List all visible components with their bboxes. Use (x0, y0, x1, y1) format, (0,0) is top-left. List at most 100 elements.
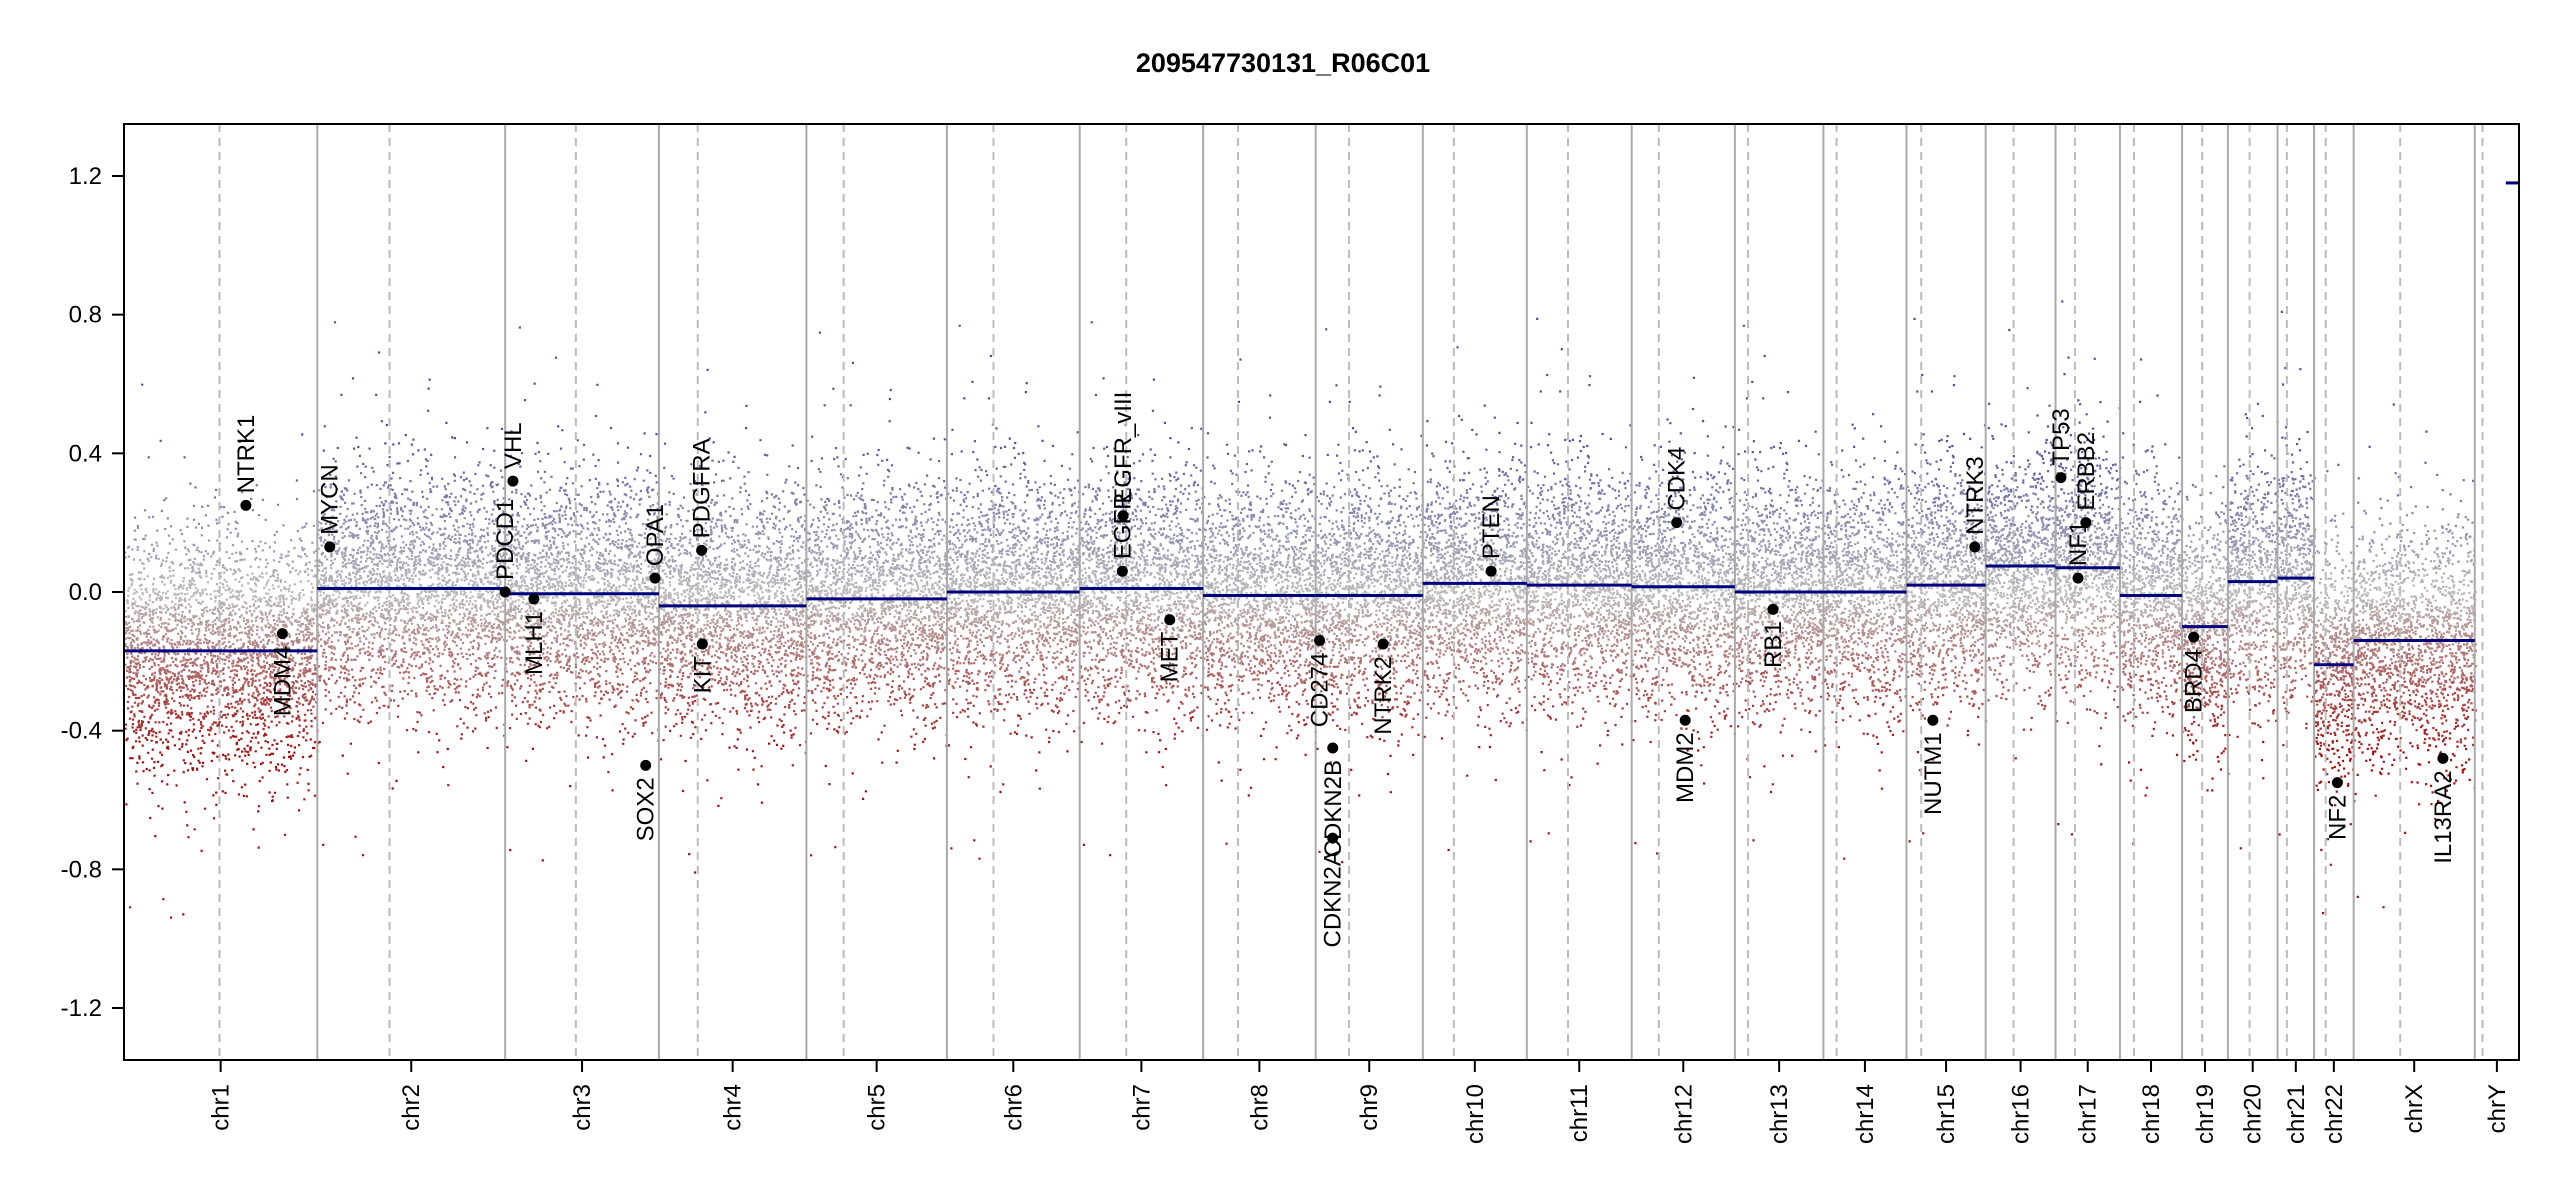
probe-point-group (137, 611, 2475, 615)
gene-label: SOX2 (633, 777, 660, 841)
chromosome-label: chr17 (2075, 1084, 2102, 1144)
probe-point-group (213, 495, 2300, 499)
gene-point (1767, 603, 1779, 615)
probe-point-group (342, 493, 2399, 498)
chromosome-label: chr2 (398, 1084, 425, 1131)
y-tick-label: 0.8 (69, 302, 102, 329)
gene-point (2437, 752, 2449, 764)
probe-point-group (127, 614, 2462, 618)
probe-point-group (129, 578, 2476, 582)
gene-point (1671, 517, 1683, 529)
gene-point (1485, 565, 1497, 577)
gene-label: VHL (500, 422, 527, 469)
probe-point-group (133, 537, 2468, 541)
probe-point-group (132, 592, 2464, 596)
probe-point-group (127, 687, 2475, 691)
probe-point-group (127, 554, 2470, 559)
probe-point-group (280, 553, 2455, 557)
probe-point-group (196, 589, 2447, 592)
probe-point-group (131, 718, 2477, 722)
probe-point-group (131, 603, 2476, 607)
probe-point-group (137, 570, 2471, 574)
probe-point-group (128, 586, 2451, 591)
gene-point (696, 638, 708, 650)
probe-point-group (124, 620, 2472, 624)
probe-point-group (149, 657, 2435, 661)
gene-point (276, 628, 288, 640)
probe-point-group (143, 549, 2476, 553)
probe-point-group (438, 542, 2454, 546)
chromosome-label: chrX (2401, 1084, 2428, 1133)
probe-point-group (140, 641, 2469, 645)
probe-point-group (140, 597, 2477, 601)
axes: -1.2 -0.8 -0.4 0.0 0.4 0.8 1.2 chr1 chr2 chr3 chr4… (61, 163, 2511, 1144)
probe-point-group (343, 486, 2312, 490)
probe-point-group (133, 528, 2452, 533)
probe-point-group (390, 476, 2360, 480)
chromosome-label: chr14 (1852, 1084, 1879, 1144)
gene-point (240, 499, 252, 511)
probe-point-group (166, 699, 2448, 703)
probe-point-group (192, 503, 2280, 508)
probe-point-group (134, 599, 2468, 603)
chromosome-label: chr5 (864, 1084, 891, 1131)
chromosome-label: chr10 (1462, 1084, 1489, 1144)
gene-point (324, 541, 336, 553)
probe-point-group (166, 576, 2450, 580)
probe-point-group (329, 473, 2439, 477)
probe-point-group (144, 534, 2472, 539)
gene-label: CD274 (1307, 653, 1334, 728)
gene-point (1116, 565, 1128, 577)
probe-point-group (124, 609, 2475, 613)
chromosome-label: chr22 (2321, 1084, 2348, 1144)
gene-point (2055, 472, 2067, 484)
chromosome-label: chr21 (2283, 1084, 2310, 1144)
probe-point-group (143, 566, 2441, 571)
probe-point-group (2261, 508, 2264, 511)
probe-point-group (135, 629, 2458, 632)
gene-label: MLH1 (521, 611, 548, 675)
gene-point (1377, 638, 1389, 650)
chromosome-label: chr15 (1933, 1084, 1960, 1144)
probe-point-group (124, 556, 2450, 560)
y-tick-label: 0.0 (69, 579, 102, 606)
probe-point-group (150, 543, 2463, 547)
probe-point-group (290, 744, 948, 748)
probe-point-group (216, 521, 2474, 525)
probe-point-group (194, 485, 2413, 489)
plot-frame (123, 123, 2520, 1061)
chromosome-label: chr3 (569, 1084, 596, 1131)
probe-point-group (127, 665, 2456, 669)
chromosome-label: chrY (2484, 1084, 2511, 1133)
gene-label: NTRK2 (1370, 656, 1397, 735)
probe-point-group (168, 569, 2471, 574)
probe-point-group (174, 618, 2472, 622)
gene-point (2080, 517, 2092, 529)
gene-point (2188, 631, 2200, 643)
y-tick-label: -1.2 (61, 995, 102, 1022)
probe-point-group (126, 601, 2458, 605)
probe-point-group (127, 544, 2457, 549)
gene-point (1327, 742, 1339, 754)
probe-point-group (156, 616, 2460, 620)
probe-point-group (151, 727, 2379, 731)
probe-point-group (133, 714, 2446, 718)
probe-point-group (160, 509, 2366, 514)
gene-point (499, 586, 511, 598)
probe-point-group (129, 678, 2476, 682)
gene-point (696, 544, 708, 556)
gene-label: KIT (689, 656, 716, 694)
chromosome-label: chr8 (1246, 1084, 1273, 1131)
probe-point-group (177, 585, 2455, 590)
probe-point-group (172, 568, 2427, 572)
chart-title: 209547730131_R06C01 (1136, 48, 1430, 78)
y-tick-label: 0.4 (69, 440, 102, 467)
gene-label: CDK4 (1664, 447, 1691, 511)
probe-point-group (131, 547, 2438, 551)
chromosome-label: chr1 (208, 1084, 235, 1131)
probe-point-group (124, 631, 2474, 635)
gene-label: MDM4 (269, 646, 296, 717)
probe-point-group (130, 584, 2470, 588)
gene-point (2331, 777, 2343, 789)
